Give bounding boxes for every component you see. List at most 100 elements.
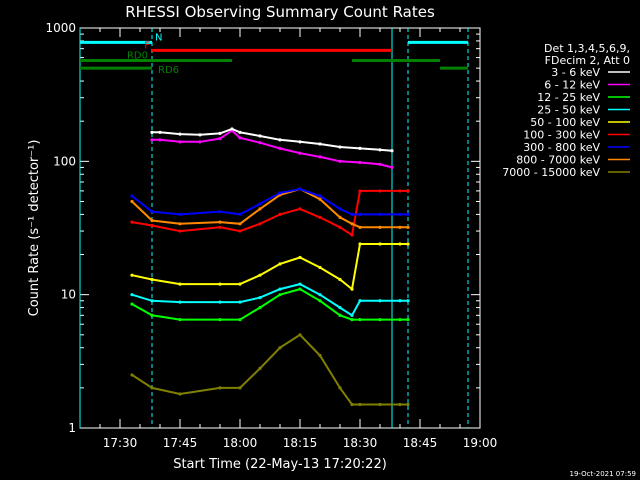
series-point-2 — [398, 318, 402, 322]
series-point-4 — [350, 287, 354, 291]
flag-label-f: F — [144, 40, 150, 51]
x-tick-label: 18:00 — [223, 436, 258, 450]
series-point-7 — [150, 218, 154, 223]
series-point-2 — [238, 318, 242, 322]
series-point-2 — [258, 305, 262, 310]
series-point-8 — [398, 402, 402, 407]
footer-timestamp: 19-Oct-2021 07:59 — [570, 470, 636, 478]
series-point-0 — [390, 149, 394, 153]
series-point-1 — [258, 141, 262, 145]
plot-area: 1 10 100 1000 17:30 17:45 18:00 18:15 18:30 18:45… — [45, 21, 497, 450]
series-point-4 — [358, 242, 362, 246]
series-point-8 — [350, 402, 354, 407]
series-point-5 — [218, 225, 222, 229]
series-point-1 — [218, 137, 222, 141]
legend-header: FDecim 2, Att 0 — [545, 54, 630, 67]
series-point-8 — [378, 402, 382, 407]
series-point-5 — [358, 189, 362, 193]
legend-label-0: 3 - 6 keV — [551, 66, 600, 79]
series-point-5 — [298, 207, 302, 211]
series-point-6 — [278, 191, 282, 195]
series-point-2 — [338, 313, 342, 317]
series-point-1 — [198, 140, 202, 144]
x-tick-label: 17:45 — [163, 436, 198, 450]
series-point-1 — [158, 138, 162, 142]
x-axis-label: Start Time (22-May-13 17:20:22) — [173, 457, 387, 472]
series-point-3 — [350, 313, 354, 317]
y-tick-label: 1 — [68, 421, 76, 435]
series-point-4 — [278, 262, 282, 266]
series-point-0 — [230, 127, 234, 131]
chart-title: RHESSI Observing Summary Count Rates — [125, 3, 435, 21]
series-point-3 — [358, 299, 362, 303]
series-point-2 — [298, 287, 302, 291]
series-point-4 — [238, 282, 242, 286]
series-point-7 — [178, 222, 182, 226]
y-tick-label: 10 — [61, 288, 76, 302]
series-point-0 — [318, 142, 322, 146]
series-point-2 — [406, 318, 410, 322]
series-point-3 — [298, 282, 302, 286]
series-point-6 — [358, 212, 362, 216]
series-point-0 — [378, 148, 382, 152]
series-point-4 — [218, 282, 222, 286]
series-point-8 — [406, 402, 410, 407]
series-point-0 — [178, 132, 182, 136]
series-point-7 — [258, 207, 262, 211]
series-point-6 — [398, 212, 402, 216]
x-tick-label: 19:00 — [463, 436, 498, 450]
series-point-7 — [130, 199, 134, 204]
series-point-5 — [150, 223, 154, 228]
series-point-0 — [158, 130, 162, 134]
series-point-8 — [278, 346, 282, 350]
series-point-7 — [338, 215, 342, 219]
series-point-3 — [218, 300, 222, 304]
series-point-5 — [278, 212, 282, 216]
series-point-1 — [298, 151, 302, 155]
series-point-1 — [150, 138, 154, 142]
series-point-6 — [150, 209, 154, 214]
series-point-6 — [350, 212, 354, 216]
series-point-4 — [318, 265, 322, 270]
series-group — [130, 127, 410, 407]
series-point-7 — [398, 225, 402, 229]
legend-label-1: 6 - 12 keV — [544, 79, 600, 92]
series-point-5 — [258, 222, 262, 226]
legend-label-2: 12 - 25 keV — [537, 91, 600, 104]
legend-label-3: 25 - 50 keV — [537, 104, 600, 117]
series-point-2 — [378, 318, 382, 322]
series-point-3 — [150, 299, 154, 303]
series-point-2 — [318, 299, 322, 303]
series-point-6 — [298, 187, 302, 191]
series-point-6 — [178, 212, 182, 216]
series-point-3 — [238, 300, 242, 304]
series-point-3 — [258, 296, 262, 300]
series-point-6 — [338, 207, 342, 211]
series-point-1 — [358, 160, 362, 165]
legend-label-5: 100 - 300 keV — [523, 129, 600, 142]
series-point-3 — [278, 287, 282, 291]
legend-label-6: 300 - 800 keV — [523, 141, 600, 154]
series-point-4 — [398, 242, 402, 246]
x-tick-label: 18:30 — [343, 436, 378, 450]
series-point-1 — [238, 136, 242, 140]
series-point-5 — [378, 189, 382, 193]
series-point-3 — [398, 299, 402, 303]
series-point-8 — [218, 386, 222, 390]
series-point-5 — [318, 215, 322, 219]
series-point-5 — [338, 225, 342, 229]
y-tick-label: 1000 — [45, 21, 76, 35]
series-point-4 — [338, 277, 342, 282]
series-point-4 — [406, 242, 410, 246]
series-point-7 — [350, 222, 354, 226]
series-point-6 — [406, 212, 410, 216]
legend: Det 1,3,4,5,6,9,FDecim 2, Att 03 - 6 keV… — [502, 42, 630, 179]
series-point-8 — [338, 386, 342, 390]
series-point-0 — [258, 134, 262, 138]
series-point-2 — [150, 313, 154, 317]
series-point-2 — [130, 302, 134, 306]
series-point-0 — [298, 140, 302, 144]
series-point-1 — [318, 155, 322, 159]
